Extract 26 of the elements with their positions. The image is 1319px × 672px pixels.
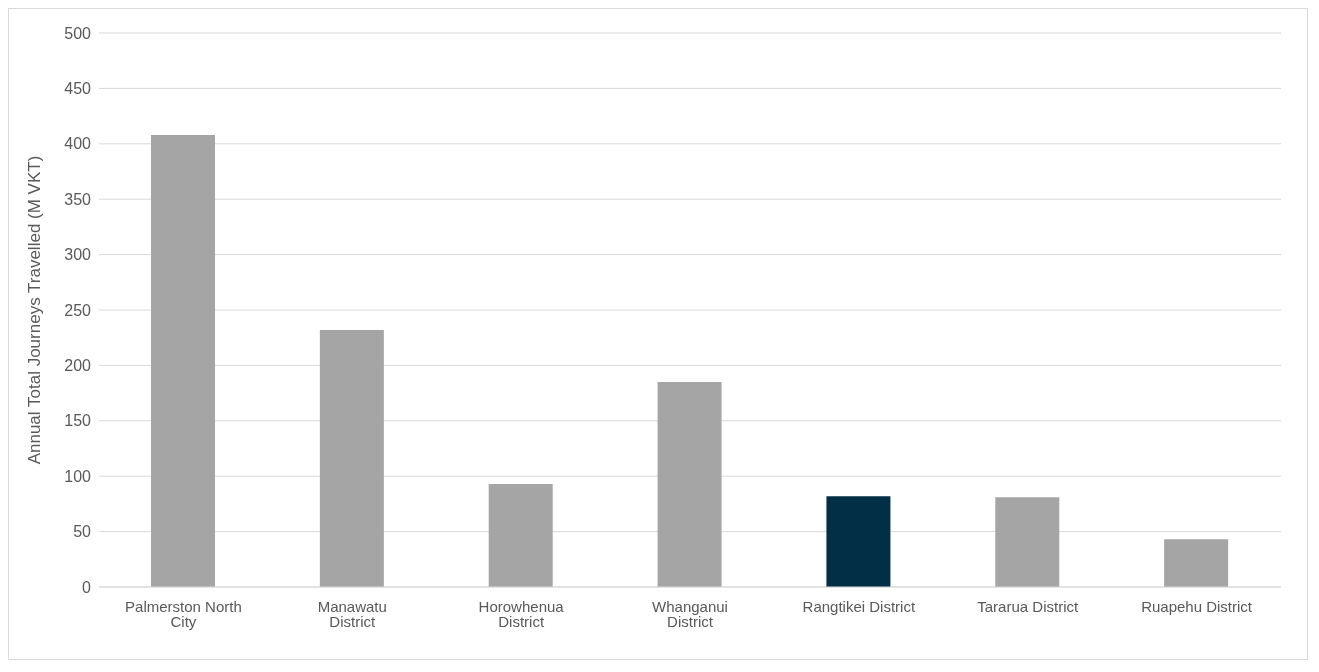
y-tick-label: 350 <box>64 190 92 208</box>
bar <box>826 496 891 587</box>
x-tick-label: Manawatu District <box>317 597 387 630</box>
bar <box>1164 539 1229 587</box>
y-tick-label: 450 <box>64 80 92 98</box>
y-tick-label: 100 <box>64 467 92 485</box>
y-tick-label: 500 <box>64 24 92 42</box>
bar <box>657 382 722 587</box>
y-tick-label: 50 <box>73 523 92 541</box>
y-tick-label: 250 <box>64 301 92 319</box>
y-tick-label: 150 <box>64 412 92 430</box>
y-axis-title: Annual Total Journeys Travelled (M VKT) <box>25 155 45 465</box>
y-tick-label: 200 <box>64 357 92 375</box>
x-tick-label: Whanganui District <box>652 597 728 630</box>
y-tick-label: 400 <box>64 135 92 153</box>
x-tick-label: Horowhenua District <box>478 597 565 630</box>
bar <box>319 329 384 587</box>
bar <box>488 483 553 587</box>
x-tick-label: Ruapehu District <box>1141 597 1253 615</box>
x-tick-label: Palmerston North City <box>125 597 242 630</box>
x-tick-label: Tararua District <box>977 597 1079 615</box>
y-tick-label: 300 <box>64 246 92 264</box>
bar <box>151 134 215 587</box>
y-tick-label: 0 <box>82 578 92 596</box>
x-tick-label: Rangtikei District <box>802 597 916 615</box>
bar <box>995 497 1060 587</box>
